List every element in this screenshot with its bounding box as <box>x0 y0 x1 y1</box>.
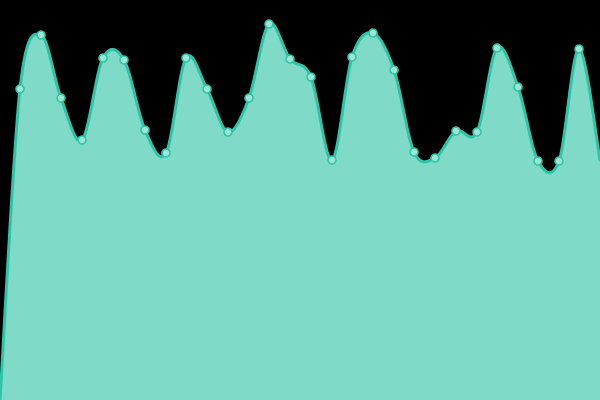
data-point-marker <box>574 44 584 54</box>
data-point-marker <box>285 54 295 64</box>
data-point-marker <box>119 55 129 65</box>
data-point-marker <box>389 65 399 75</box>
data-point-marker <box>56 93 66 103</box>
data-point-marker <box>492 43 502 53</box>
data-point-marker <box>223 127 233 137</box>
data-point-marker <box>98 53 108 63</box>
data-point-marker <box>181 53 191 63</box>
data-point-marker <box>202 84 212 94</box>
data-point-marker <box>264 19 274 29</box>
data-point-marker <box>472 127 482 137</box>
data-point-marker <box>451 126 461 136</box>
data-point-markers <box>15 19 584 166</box>
data-point-marker <box>161 148 171 158</box>
data-point-marker <box>409 147 419 157</box>
data-point-marker <box>244 93 254 103</box>
data-point-marker <box>15 84 25 94</box>
data-point-marker <box>513 82 523 92</box>
data-point-marker <box>347 52 357 62</box>
area-fill-region <box>0 23 600 400</box>
data-point-marker <box>533 156 543 166</box>
data-point-marker <box>306 72 316 82</box>
data-point-marker <box>430 153 440 163</box>
data-point-marker <box>36 30 46 40</box>
data-point-marker <box>554 156 564 166</box>
data-point-marker <box>140 125 150 135</box>
data-point-marker <box>77 135 87 145</box>
data-point-marker <box>368 28 378 38</box>
data-point-marker <box>327 155 337 165</box>
